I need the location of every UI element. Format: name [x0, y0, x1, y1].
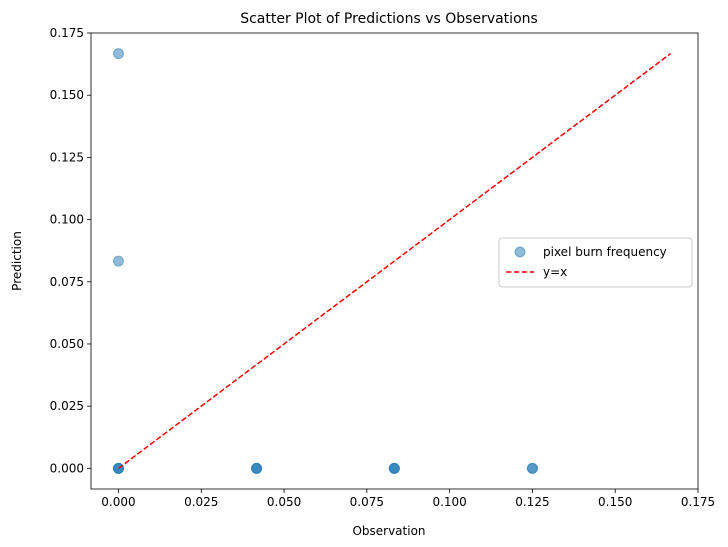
- data-point: [112, 48, 124, 60]
- y-tick-label: 0.150: [50, 88, 84, 102]
- plot-marks: [112, 48, 671, 474]
- axes-frame: [90, 32, 699, 490]
- x-tick-label: 0.025: [184, 495, 218, 509]
- legend-entry-line: y=x: [543, 265, 567, 279]
- data-point: [526, 462, 538, 474]
- data-point: [251, 462, 263, 474]
- y-tick-label: 0.000: [50, 461, 84, 475]
- y-tick-label: 0.100: [50, 213, 84, 227]
- legend-scatter-marker: [514, 246, 526, 258]
- x-tick-label: 0.000: [101, 495, 135, 509]
- data-point: [388, 462, 400, 474]
- legend-entry-scatter: pixel burn frequency: [543, 245, 667, 259]
- x-tick-label: 0.050: [267, 495, 301, 509]
- y-tick-label: 0.050: [50, 337, 84, 351]
- legend-box: [498, 237, 693, 288]
- legend: pixel burn frequency y=x: [498, 237, 693, 288]
- y-axis-label: Prediction: [10, 231, 24, 291]
- x-axis-ticks: 0.000 0.025 0.050 0.075 0.100 0.125 0.150 0.175: [101, 489, 715, 509]
- x-tick-label: 0.100: [432, 495, 466, 509]
- x-tick-label: 0.075: [350, 495, 384, 509]
- y-tick-label: 0.075: [50, 275, 84, 289]
- y-tick-label: 0.025: [50, 399, 84, 413]
- data-point: [112, 255, 124, 267]
- chart-title: Scatter Plot of Predictions vs Observati…: [240, 11, 538, 27]
- x-tick-label: 0.125: [515, 495, 549, 509]
- y-axis-ticks: 0.000 0.025 0.050 0.075 0.100 0.125 0.150 0.175: [50, 26, 91, 475]
- x-tick-label: 0.150: [598, 495, 632, 509]
- x-axis-label: Observation: [352, 524, 425, 538]
- y-tick-label: 0.175: [50, 26, 84, 40]
- reference-line-y-equals-x: [118, 53, 671, 469]
- x-tick-label: 0.175: [681, 495, 715, 509]
- y-tick-label: 0.125: [50, 150, 84, 164]
